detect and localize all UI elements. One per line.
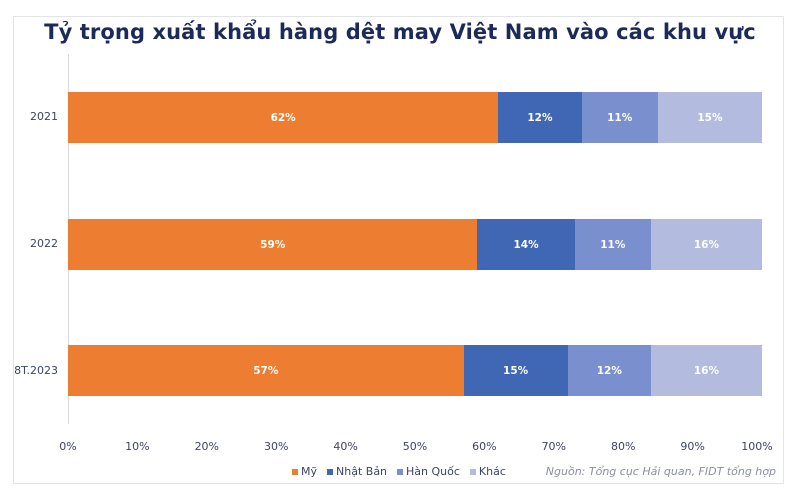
bar-segment-my: 57% — [68, 345, 464, 396]
data-label: 16% — [693, 364, 720, 377]
legend-item-nhat-ban: Nhật Bản — [327, 465, 387, 478]
legend-swatch-icon — [292, 468, 298, 475]
data-label: 57% — [253, 364, 279, 377]
legend-label: Mỹ — [301, 465, 318, 478]
category-label: 2022 — [30, 237, 58, 250]
bar-segment-khac: 15% — [657, 92, 762, 143]
bar-segment-my: 62% — [68, 92, 499, 143]
data-label: 14% — [513, 238, 539, 251]
category-label: 2021 — [30, 110, 58, 123]
bar-segment-han-quoc: 12% — [567, 345, 651, 396]
legend-item-khac: Khác — [469, 465, 506, 478]
data-label: 16% — [693, 238, 720, 251]
data-label: 62% — [270, 111, 296, 124]
data-label: 12% — [527, 111, 553, 124]
legend-item-han-quoc: Hàn Quốc — [397, 465, 460, 478]
legend-swatch-icon — [397, 468, 404, 475]
x-tick-label: 80% — [610, 440, 636, 453]
bar-segment-my: 59% — [68, 219, 478, 270]
x-tick-label: 0% — [59, 440, 77, 453]
legend-item-my: Mỹ — [292, 465, 317, 478]
bar-segment-han-quoc: 11% — [574, 219, 651, 270]
legend-swatch-icon — [469, 468, 476, 475]
bar-segment-khac: 16% — [650, 219, 762, 270]
legend-swatch-icon — [327, 468, 334, 475]
data-label: 59% — [260, 238, 286, 251]
data-label: 12% — [596, 364, 622, 377]
x-tick-label: 30% — [263, 440, 289, 453]
bar-row-2022: 59% 14% 11% 16% — [68, 219, 762, 270]
x-tick-label: 60% — [472, 440, 497, 453]
data-label: 11% — [607, 111, 633, 124]
x-tick-label: 100% — [741, 440, 773, 453]
category-label: 8T.2023 — [14, 364, 58, 377]
bar-segment-nhat-ban: 12% — [498, 92, 582, 143]
bar-segment-nhat-ban: 15% — [463, 345, 568, 396]
legend-label: Nhật Bản — [336, 465, 388, 478]
source-note: Nguồn: Tổng cục Hải quan, FIDT tổng hợp — [545, 465, 776, 478]
legend: Mỹ Nhật Bản Hàn Quốc Khác — [292, 465, 506, 478]
x-tick-label: 90% — [680, 440, 705, 453]
bar-segment-nhat-ban: 14% — [477, 219, 575, 270]
x-tick-label: 20% — [194, 440, 220, 453]
data-label: 15% — [697, 111, 723, 124]
bar-segment-han-quoc: 11% — [581, 92, 658, 143]
legend-label: Hàn Quốc — [406, 465, 460, 478]
bar-row-8t2023: 57% 15% 12% 16% — [68, 345, 762, 396]
bar-segment-khac: 16% — [650, 345, 762, 396]
x-tick-label: 70% — [541, 440, 567, 453]
data-label: 11% — [600, 238, 626, 251]
chart-title: Tỷ trọng xuất khẩu hàng dệt may Việt Nam… — [44, 20, 756, 44]
bar-row-2021: 62% 12% 11% 15% — [68, 92, 762, 143]
x-tick-label: 10% — [125, 440, 150, 453]
data-label: 15% — [503, 364, 529, 377]
x-tick-label: 40% — [333, 440, 358, 453]
legend-label: Khác — [478, 465, 506, 478]
x-tick-label: 50% — [402, 440, 428, 453]
